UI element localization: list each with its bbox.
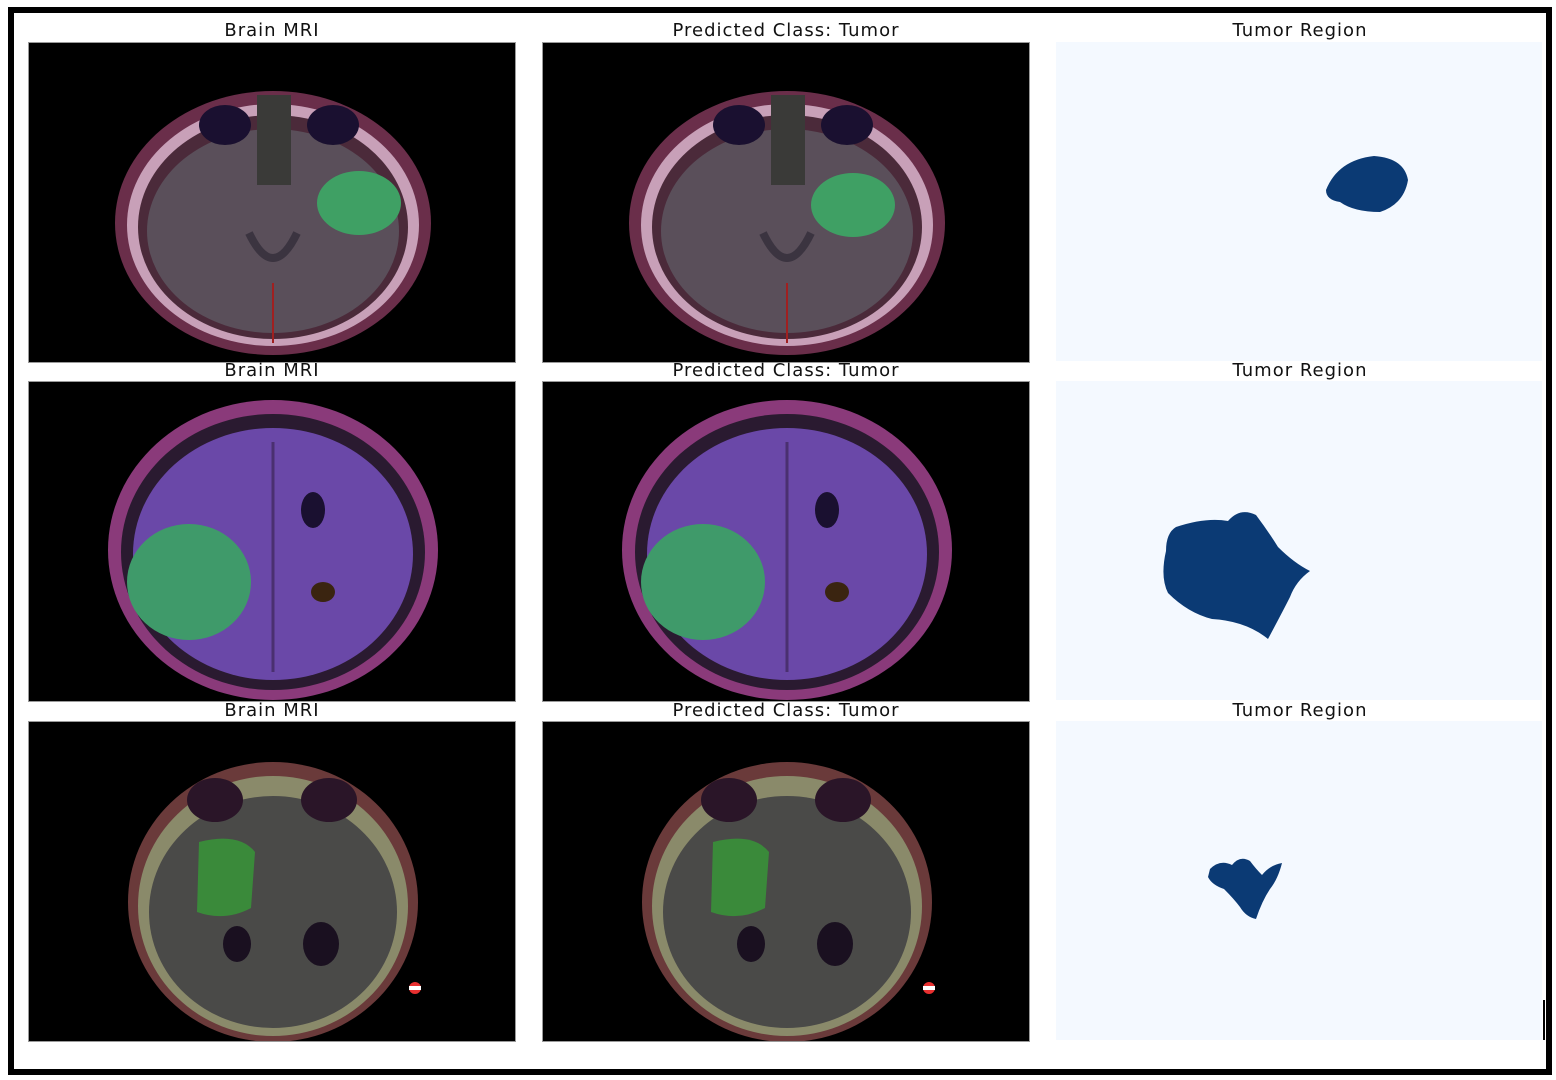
panel-title-prediction: Predicted Class: Tumor: [672, 700, 900, 721]
mri-image: [28, 42, 516, 363]
tumor-mask-image: [1056, 721, 1542, 1040]
panel-title-prediction: Predicted Class: Tumor: [672, 360, 900, 381]
mri-image: [28, 381, 516, 702]
predicted-overlay-image: [542, 721, 1030, 1042]
panel-title-region: Tumor Region: [1232, 360, 1368, 381]
panel-title-region: Tumor Region: [1232, 20, 1368, 41]
panel-title-prediction: Predicted Class: Tumor: [672, 20, 900, 41]
tumor-mask-image: [1056, 42, 1542, 361]
predicted-overlay-image: [542, 381, 1030, 702]
predicted-overlay-image: [542, 42, 1030, 363]
tumor-mask-image: [1056, 381, 1542, 700]
panel-title-mri: Brain MRI: [224, 20, 320, 41]
panel-title-mri: Brain MRI: [224, 360, 320, 381]
mri-image: [28, 721, 516, 1042]
edge-mark: [1543, 1000, 1545, 1040]
panel-title-region: Tumor Region: [1232, 700, 1368, 721]
panel-title-mri: Brain MRI: [224, 700, 320, 721]
